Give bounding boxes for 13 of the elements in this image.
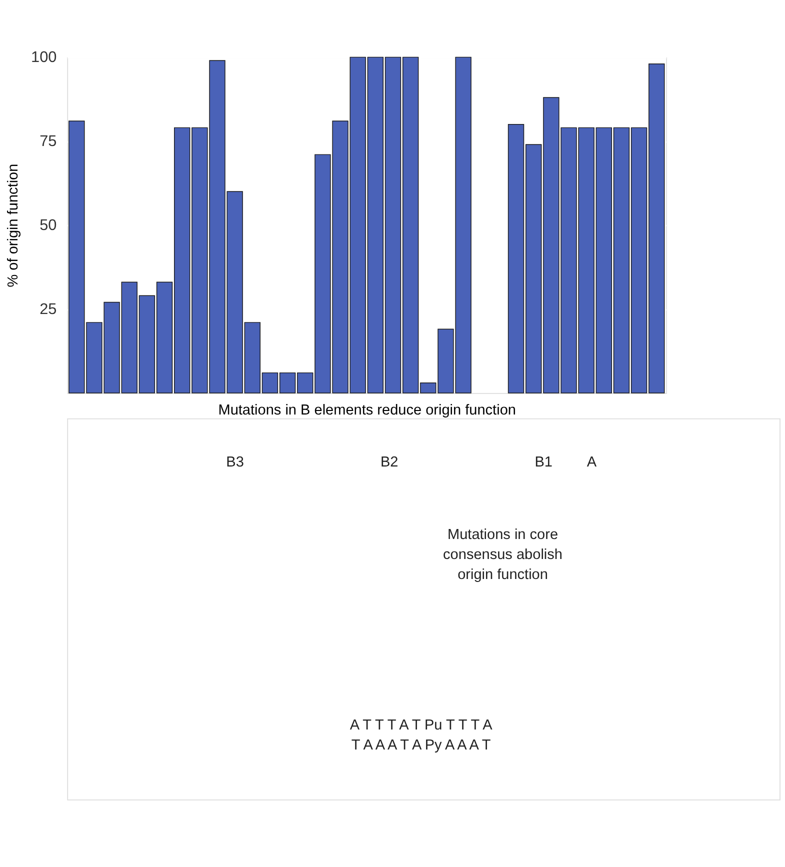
text: A: [586, 454, 597, 470]
text: A T T T A T Pu T T T A: [350, 718, 493, 734]
text: Mutations in core consensus abolish origin function: [443, 527, 562, 583]
x-axis-title: Mutations in B elements reduce origin function: [218, 402, 516, 418]
y-tick-label: 100: [31, 49, 57, 66]
y-tick-label: 75: [40, 133, 57, 150]
y-tick-label: 25: [40, 301, 57, 318]
text: B2: [380, 454, 398, 470]
y-axis-title: % of origin function: [5, 164, 22, 288]
text: B1: [534, 454, 552, 470]
text: T A A A T A Py A A A T: [351, 738, 491, 754]
y-tick-label: 50: [40, 217, 57, 234]
text: B3: [226, 454, 244, 470]
